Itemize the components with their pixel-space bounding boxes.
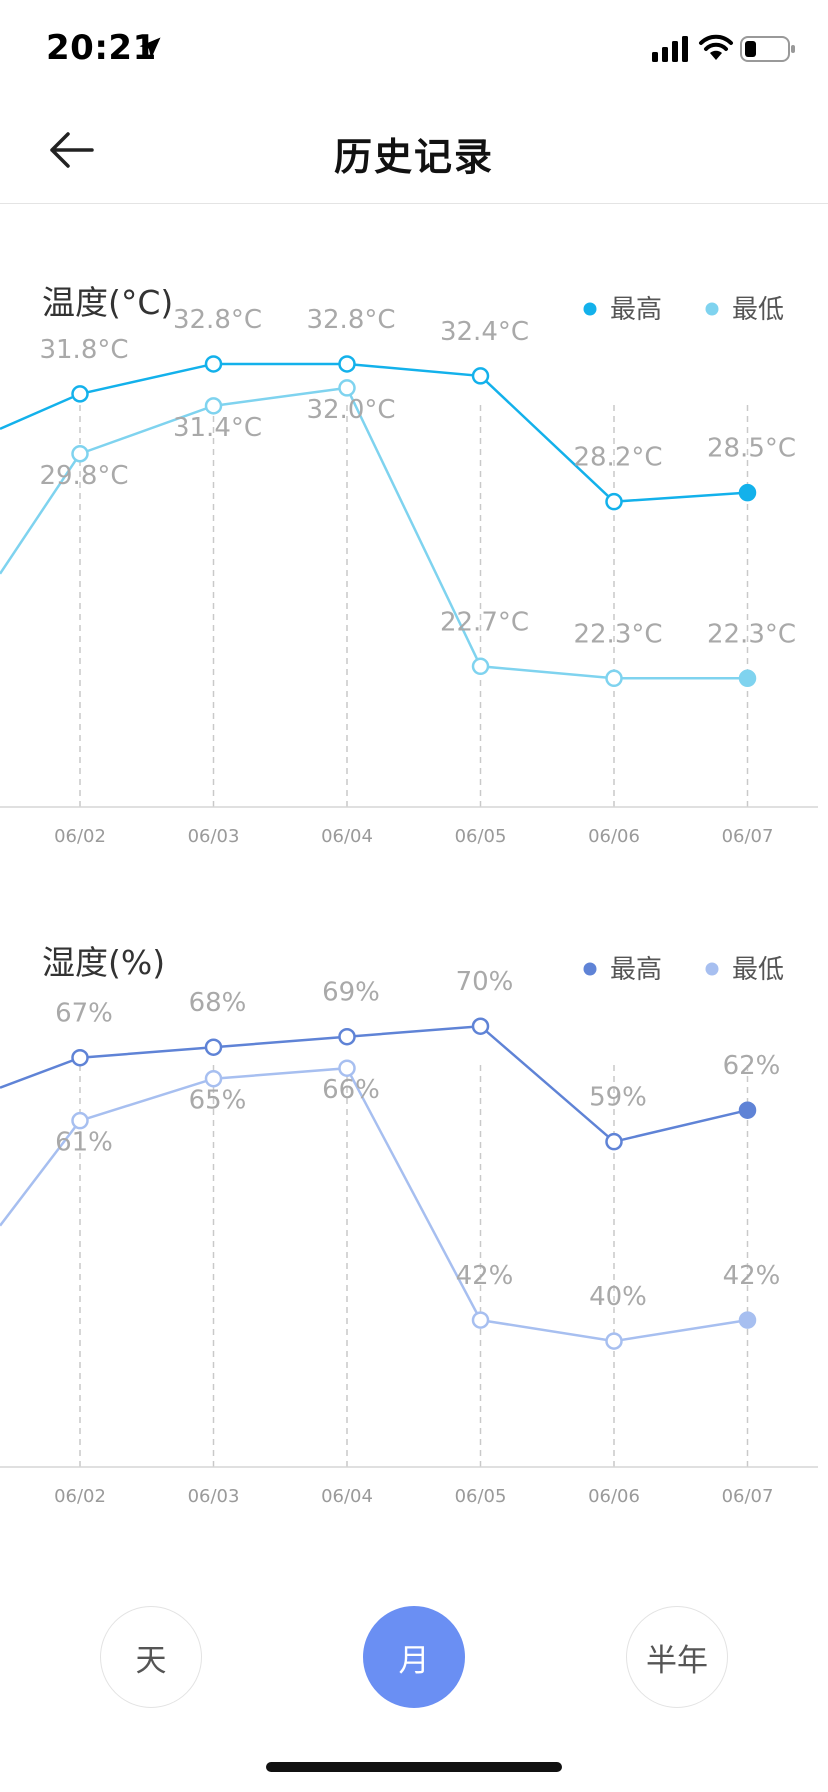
data-label: 65% [189, 1086, 247, 1116]
data-label: 22.7°C [440, 607, 529, 637]
data-point[interactable] [738, 483, 757, 502]
x-tick-label: 06/07 [722, 826, 774, 847]
data-point[interactable] [471, 657, 490, 676]
data-point[interactable] [71, 1048, 89, 1067]
data-point[interactable] [338, 379, 356, 397]
legend-marker [705, 302, 719, 316]
x-tick-label: 06/03 [188, 1486, 240, 1507]
legend-label: 最高 [610, 955, 662, 985]
data-point[interactable] [738, 1311, 757, 1329]
data-point[interactable] [204, 1069, 223, 1088]
data-point[interactable] [338, 1059, 356, 1077]
chart-title: 湿度(%) [42, 943, 165, 982]
data-label: 32.4°C [440, 317, 529, 347]
data-label: 28.5°C [707, 434, 796, 464]
data-point[interactable] [605, 1332, 623, 1350]
data-label: 32.8°C [173, 305, 262, 335]
data-label: 69% [322, 978, 380, 1008]
data-point[interactable] [204, 1038, 223, 1056]
battery-icon [740, 36, 795, 62]
legend-label: 最低 [732, 295, 784, 325]
status-time: 20:21 [46, 28, 157, 68]
legend-marker [583, 302, 597, 316]
data-point[interactable] [471, 1017, 490, 1035]
data-label: 31.4°C [173, 413, 262, 443]
wifi-icon [699, 34, 733, 60]
data-point[interactable] [738, 669, 757, 688]
temperature-chart: 温度(°C) 最高 最低 06/02 06/03 06/04 06/05 06/06 06/07… [0, 283, 818, 847]
range-day-button[interactable]: 天 [100, 1606, 202, 1708]
data-point[interactable] [338, 1027, 356, 1046]
legend-label: 最低 [732, 955, 784, 985]
range-selector: 天 月 半年 [0, 1600, 828, 1720]
data-label: 42% [456, 1261, 514, 1291]
data-point[interactable] [605, 669, 623, 688]
data-point[interactable] [471, 367, 490, 385]
data-label: 67% [55, 999, 113, 1029]
legend-label: 最高 [610, 295, 662, 325]
data-label: 32.8°C [306, 305, 395, 335]
data-point[interactable] [738, 1101, 757, 1119]
x-tick-label: 06/05 [455, 826, 507, 847]
x-tick-label: 06/02 [54, 826, 106, 847]
page-title: 历史记录 [333, 135, 494, 179]
data-label: 66% [322, 1075, 380, 1105]
legend-marker [705, 962, 719, 976]
x-tick-label: 06/06 [588, 1486, 640, 1507]
data-label: 22.3°C [573, 619, 662, 649]
signal-icon [652, 36, 688, 62]
back-arrow-icon[interactable] [44, 124, 102, 176]
data-label: 28.2°C [573, 443, 662, 473]
data-label: 32.0°C [306, 395, 395, 425]
x-tick-label: 06/06 [588, 826, 640, 847]
x-tick-label: 06/02 [54, 1486, 106, 1507]
data-point[interactable] [71, 445, 89, 463]
data-point[interactable] [71, 1111, 89, 1130]
range-half-year-button[interactable]: 半年 [626, 1606, 728, 1708]
nav-bar: 历史记录 [0, 100, 828, 204]
data-label: 68% [189, 988, 247, 1018]
x-tick-label: 06/07 [722, 1486, 774, 1507]
data-point[interactable] [605, 1132, 623, 1151]
x-tick-label: 06/04 [321, 1486, 373, 1507]
data-label: 31.8°C [39, 335, 128, 365]
location-arrow-icon [139, 37, 161, 59]
legend-marker [583, 962, 597, 976]
data-point[interactable] [338, 355, 356, 373]
data-point[interactable] [71, 385, 89, 403]
data-point[interactable] [471, 1311, 490, 1329]
x-tick-label: 06/03 [188, 826, 240, 847]
data-label: 22.3°C [707, 619, 796, 649]
x-tick-label: 06/04 [321, 826, 373, 847]
data-label: 70% [456, 967, 514, 997]
data-label: 42% [723, 1261, 781, 1291]
data-point[interactable] [605, 492, 623, 511]
range-month-button[interactable]: 月 [363, 1606, 465, 1708]
data-label: 29.8°C [39, 461, 128, 491]
data-point[interactable] [204, 355, 223, 373]
data-point[interactable] [204, 397, 223, 415]
home-indicator [266, 1762, 562, 1772]
data-label: 40% [589, 1282, 647, 1312]
chart-title: 温度(°C) [42, 283, 173, 322]
status-bar: 20:21 [0, 0, 828, 100]
data-label: 59% [589, 1083, 647, 1113]
humidity-chart: 湿度(%) 最高 最低 06/02 06/03 06/04 06/05 06/06 06/07 6… [0, 943, 818, 1507]
x-tick-label: 06/05 [455, 1486, 507, 1507]
data-label: 61% [55, 1128, 113, 1158]
data-label: 62% [723, 1051, 781, 1081]
